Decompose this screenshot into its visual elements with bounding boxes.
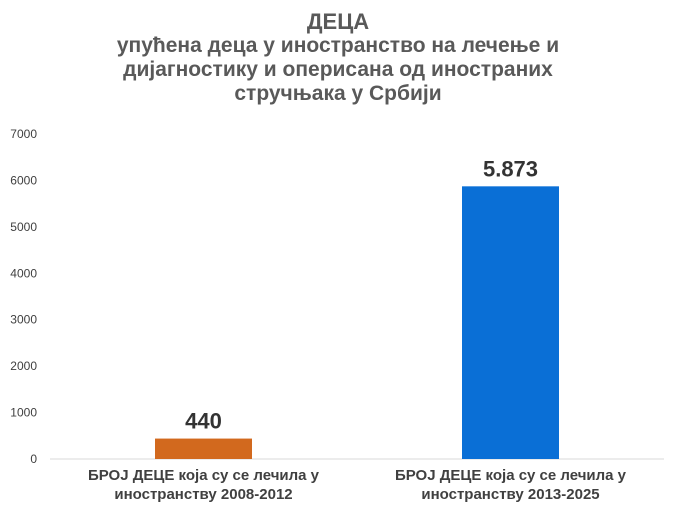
y-tick-label: 7000 — [10, 127, 37, 141]
data-labels: 440 5.873 — [185, 156, 538, 433]
chart-subtitle: упућена деца у иностранство на лечење и … — [116, 34, 560, 105]
data-label: 5.873 — [483, 156, 538, 181]
y-axis-ticks: 0 1000 2000 3000 4000 5000 6000 7000 — [10, 127, 37, 466]
chart-title-main: ДЕЦА — [306, 9, 370, 34]
bar — [155, 438, 252, 459]
data-label: 440 — [185, 409, 222, 434]
bar — [462, 186, 559, 459]
y-tick-label: 2000 — [10, 359, 37, 373]
category-label: БРОЈ ДЕЦЕ која су се лечила у иностранст… — [394, 467, 627, 503]
y-tick-label: 4000 — [10, 266, 37, 280]
y-tick-label: 5000 — [10, 220, 37, 234]
y-tick-label: 6000 — [10, 173, 37, 187]
bars — [155, 186, 559, 459]
category-label: БРОЈ ДЕЦЕ која су се лечила у иностранст… — [87, 467, 320, 503]
chart-title: ДЕЦА упућена деца у иностранство на лече… — [0, 10, 676, 106]
y-tick-label: 0 — [30, 452, 37, 466]
y-tick-label: 3000 — [10, 313, 37, 327]
y-tick-label: 1000 — [10, 406, 37, 420]
